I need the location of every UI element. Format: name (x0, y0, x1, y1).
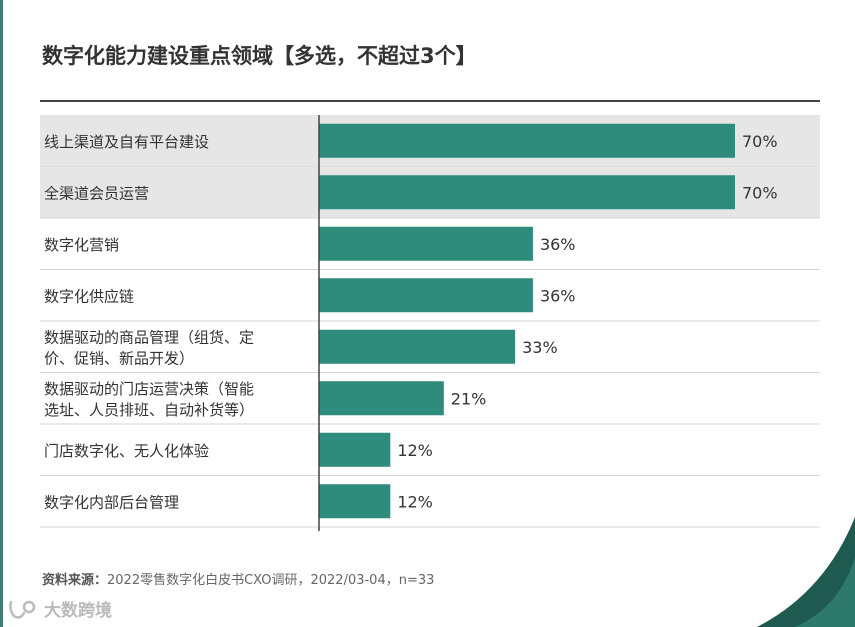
bar (319, 226, 533, 261)
watermark-logo-icon (9, 600, 36, 619)
value-label: 21% (451, 389, 487, 408)
category-label: 数据驱动的门店运营决策（智能 (44, 380, 254, 398)
source-text: 2022零售数字化白皮书CXO调研，2022/03-04，n=33 (107, 573, 435, 588)
watermark-text: 大数跨境 (44, 601, 112, 621)
bar (319, 381, 444, 416)
bar-chart: 线上渠道及自有平台建设 70% 全渠道会员运营 70% 数字化营销 36% 数字化供应链 36… (40, 115, 820, 531)
value-label: 33% (522, 338, 558, 357)
category-label: 数字化供应链 (44, 287, 134, 305)
category-label: 门店数字化、无人化体验 (44, 442, 209, 460)
watermark: 大数跨境 (8, 596, 112, 621)
value-label: 12% (397, 441, 433, 460)
corner-shape-light (795, 557, 855, 627)
value-label: 12% (397, 492, 433, 511)
value-label: 36% (540, 286, 576, 305)
category-label: 全渠道会员运营 (44, 184, 149, 202)
category-label: 价、促销、新品开发） (44, 349, 194, 367)
category-label: 线上渠道及自有平台建设 (44, 133, 209, 151)
corner-decoration (757, 517, 855, 627)
title-rule (40, 100, 820, 102)
bar (319, 432, 391, 467)
corner-shape-dark (757, 517, 855, 627)
category-label: 选址、人员排班、自动补货等） (44, 401, 254, 419)
value-label: 70% (742, 183, 778, 202)
category-label: 数字化营销 (44, 236, 119, 254)
bar (319, 329, 516, 364)
source-note: 资料来源：2022零售数字化白皮书CXO调研，2022/03-04，n=33 (42, 569, 434, 588)
source-label: 资料来源： (42, 573, 108, 588)
bar (319, 123, 735, 158)
category-label: 数字化内部后台管理 (44, 493, 179, 511)
left-accent-stripe (0, 0, 3, 627)
value-label: 70% (742, 132, 778, 151)
category-label: 数据驱动的商品管理（组货、定 (44, 328, 254, 346)
bar (319, 484, 391, 519)
bar (319, 175, 735, 210)
value-label: 36% (540, 235, 576, 254)
bar (319, 278, 533, 313)
chart-title: 数字化能力建设重点领域【多选，不超过3个】 (42, 44, 477, 68)
